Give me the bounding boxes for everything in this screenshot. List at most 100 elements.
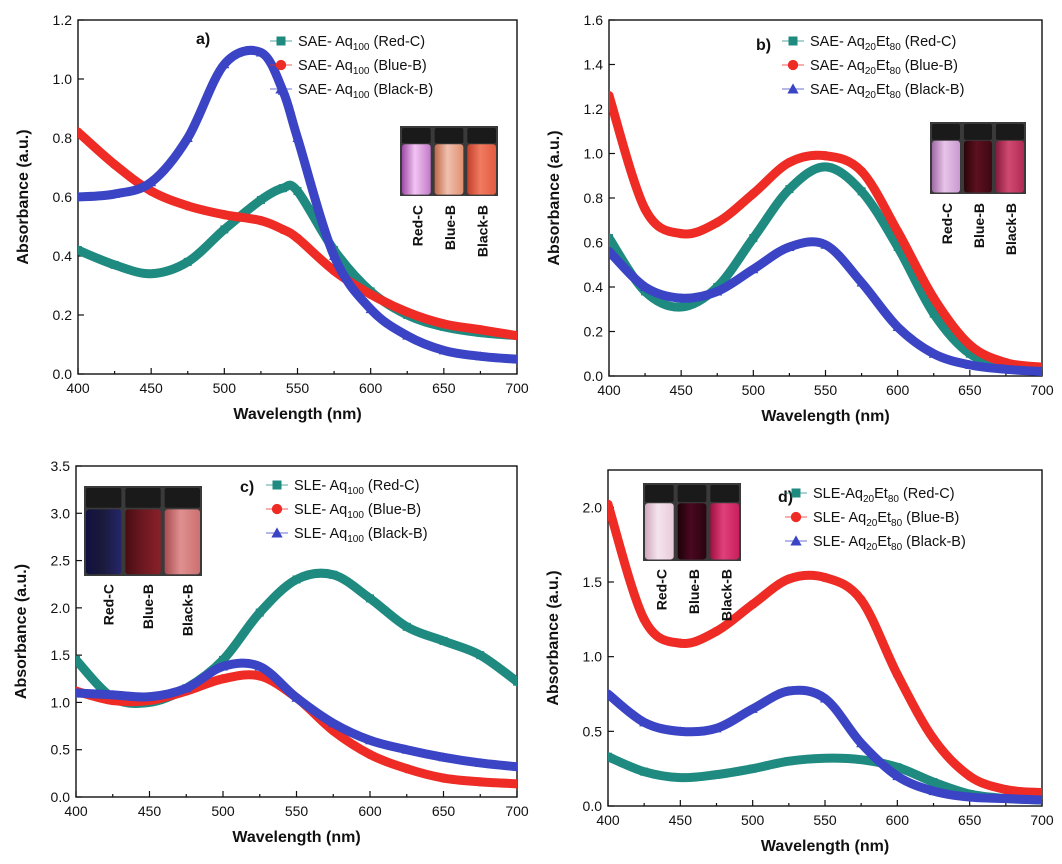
x-tick-label: 400 [597,382,621,398]
data-point-blue-b [712,217,722,228]
data-point-blue-b [365,749,375,760]
data-point-blue-b [1037,787,1042,798]
vial-blue-b [964,140,992,193]
vial-label: Red-C [939,203,955,244]
y-tick-label: 1.5 [51,647,71,663]
legend-text-part: (Red-C) [370,34,426,50]
legend-text-part: (Black-B) [902,534,966,550]
legend-text-part: Et [876,58,890,74]
legend: SLE- Aq100 (Red-C)SLE- Aq100 (Blue-B)SLE… [266,478,428,545]
data-point-blue-b [928,734,939,744]
legend-text-part: SLE- Aq [294,478,347,494]
data-point-red-c [76,655,80,664]
vial-cap [645,485,674,503]
data-point-black-b [182,133,193,142]
vial-label: Red-C [101,584,117,625]
legend-text-part: (Blue-B) [370,58,427,74]
legend-marker-red-c [788,36,798,46]
data-point-blue-b [893,226,903,236]
data-point-red-c [278,184,287,193]
data-point-black-b [365,735,375,745]
legend-text-part: SAE- Aq [810,58,865,74]
y-tick-label: 0.8 [53,130,73,146]
x-axis-title: Wavelength (nm) [232,829,360,846]
data-point-black-b [784,241,795,251]
data-point-black-b [292,133,303,142]
legend-text-part: (Blue-B) [901,58,958,74]
data-point-black-b [146,177,157,187]
legend-subscript: 20 [866,518,878,529]
y-tick-label: 1.0 [584,146,604,162]
chart-panel-d: 400 450 500 550 600 650 700 0.0 0.5 1.0 1.5 2.0 Wave… [545,469,1054,855]
legend-text-part: Et [877,510,891,526]
legend-text-part: (Black-B) [370,82,434,98]
legend-subscript: 80 [891,518,903,529]
vial-photo [400,126,498,196]
y-tick-label: 0.4 [53,248,73,264]
data-point-blue-b [711,626,722,636]
data-point-black-b [1000,793,1011,803]
x-tick-label: 500 [741,812,765,828]
legend-subscript: 20 [865,42,877,53]
data-point-blue-b [183,201,193,211]
y-axis-title: Absorbance (a.u.) [545,570,562,705]
legend-entry-black-b: SAE- Aq100 (Black-B) [298,82,433,101]
chart-panel-a: 400 450 500 550 600 650 700 0.0 0.2 0.4 0.6 0.8 1.0 1… [15,12,529,423]
data-point-blue-b [366,289,376,299]
x-tick-label: 500 [742,382,766,398]
vial-cap [434,128,464,144]
legend-text-part: SLE- Aq [813,534,866,550]
data-point-black-b [1037,366,1042,376]
vial-red-c [932,140,960,193]
data-point-black-b [328,718,339,728]
x-tick-label: 600 [358,803,382,819]
vial-cap [467,128,496,144]
data-point-blue-b [929,293,939,303]
y-tick-label: 1.2 [584,101,604,117]
legend-marker-red-c [791,488,801,498]
data-point-black-b [820,693,830,703]
data-point-blue-b [640,204,650,214]
legend-marker-black-b [790,535,802,546]
data-point-black-b [475,757,486,767]
data-point-red-c [110,260,119,269]
y-tick-label: 0.6 [53,189,73,205]
data-point-red-c [219,655,227,664]
data-point-blue-b [748,188,758,199]
x-tick-label: 500 [213,380,237,396]
x-tick-label: 650 [958,382,982,398]
data-point-red-c [513,677,517,686]
data-point-red-c [893,763,902,772]
data-point-blue-b [256,216,266,226]
data-point-red-c [821,162,830,171]
legend-text-part: SLE- Aq [294,502,347,518]
legend-subscript: 80 [890,66,902,77]
data-point-blue-b [278,224,288,235]
series-layer [78,45,517,364]
data-point-blue-b [438,773,449,783]
legend: SAE- Aq20Et80 (Red-C)SAE- Aq20Et80 (Blue… [782,34,964,101]
vial-cap [964,124,992,140]
y-tick-label: 0.6 [584,235,604,251]
data-point-blue-b [512,331,517,341]
data-point-blue-b [820,572,830,583]
data-point-black-b [365,304,376,314]
data-point-black-b [254,661,265,671]
legend-text-part: SLE- Aq [813,510,866,526]
legend-entry-red-c: SLE-Aq20Et80 (Red-C) [813,486,955,505]
legend-entry-blue-b: SAE- Aq20Et80 (Blue-B) [810,58,958,77]
x-tick-label: 550 [814,382,838,398]
data-point-black-b [329,251,340,260]
x-tick-label: 650 [958,812,982,828]
x-tick-label: 400 [596,812,620,828]
data-point-red-c [255,608,264,617]
legend-subscript: 100 [353,90,370,101]
x-tick-label: 550 [285,803,309,819]
vial-black-b [996,140,1024,193]
data-point-black-b [608,689,613,698]
vial-label: Red-C [653,569,669,610]
data-point-blue-b [512,779,517,789]
data-point-blue-b [965,340,975,350]
data-point-black-b [255,47,266,57]
data-point-red-c [292,575,301,584]
